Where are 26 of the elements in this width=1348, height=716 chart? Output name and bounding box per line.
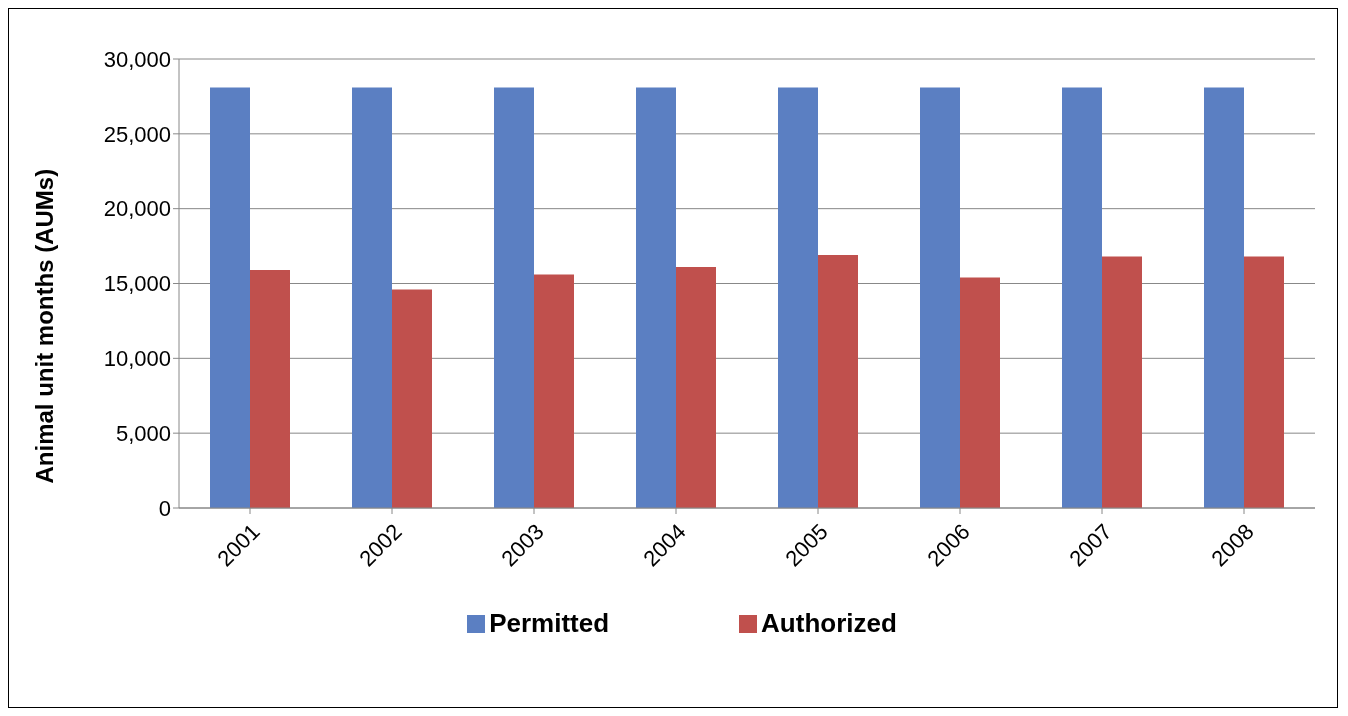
bar — [494, 87, 534, 508]
y-tick-label: 0 — [158, 495, 171, 521]
bar — [960, 277, 1000, 508]
y-tick-label: 25,000 — [103, 121, 171, 147]
bar — [392, 289, 432, 508]
bar — [534, 274, 574, 508]
bar — [250, 270, 290, 508]
bar — [1244, 256, 1284, 508]
legend-label: Authorized — [761, 608, 897, 639]
bar — [210, 87, 250, 508]
bar — [676, 267, 716, 508]
bar — [818, 255, 858, 508]
bar — [920, 87, 960, 508]
y-axis-title: Animal unit months (AUMs) — [30, 168, 58, 484]
y-tick-label: 30,000 — [103, 46, 171, 72]
legend-label: Permitted — [489, 608, 610, 639]
bar — [352, 87, 392, 508]
bar — [1102, 256, 1142, 508]
bar — [778, 87, 818, 508]
bar — [636, 87, 676, 508]
y-tick-label: 5,000 — [115, 420, 171, 446]
y-tick-label: 20,000 — [103, 196, 171, 222]
bar — [1062, 87, 1102, 508]
y-tick-label: 10,000 — [103, 346, 171, 372]
bar — [1204, 87, 1244, 508]
y-tick-label: 15,000 — [103, 271, 171, 297]
